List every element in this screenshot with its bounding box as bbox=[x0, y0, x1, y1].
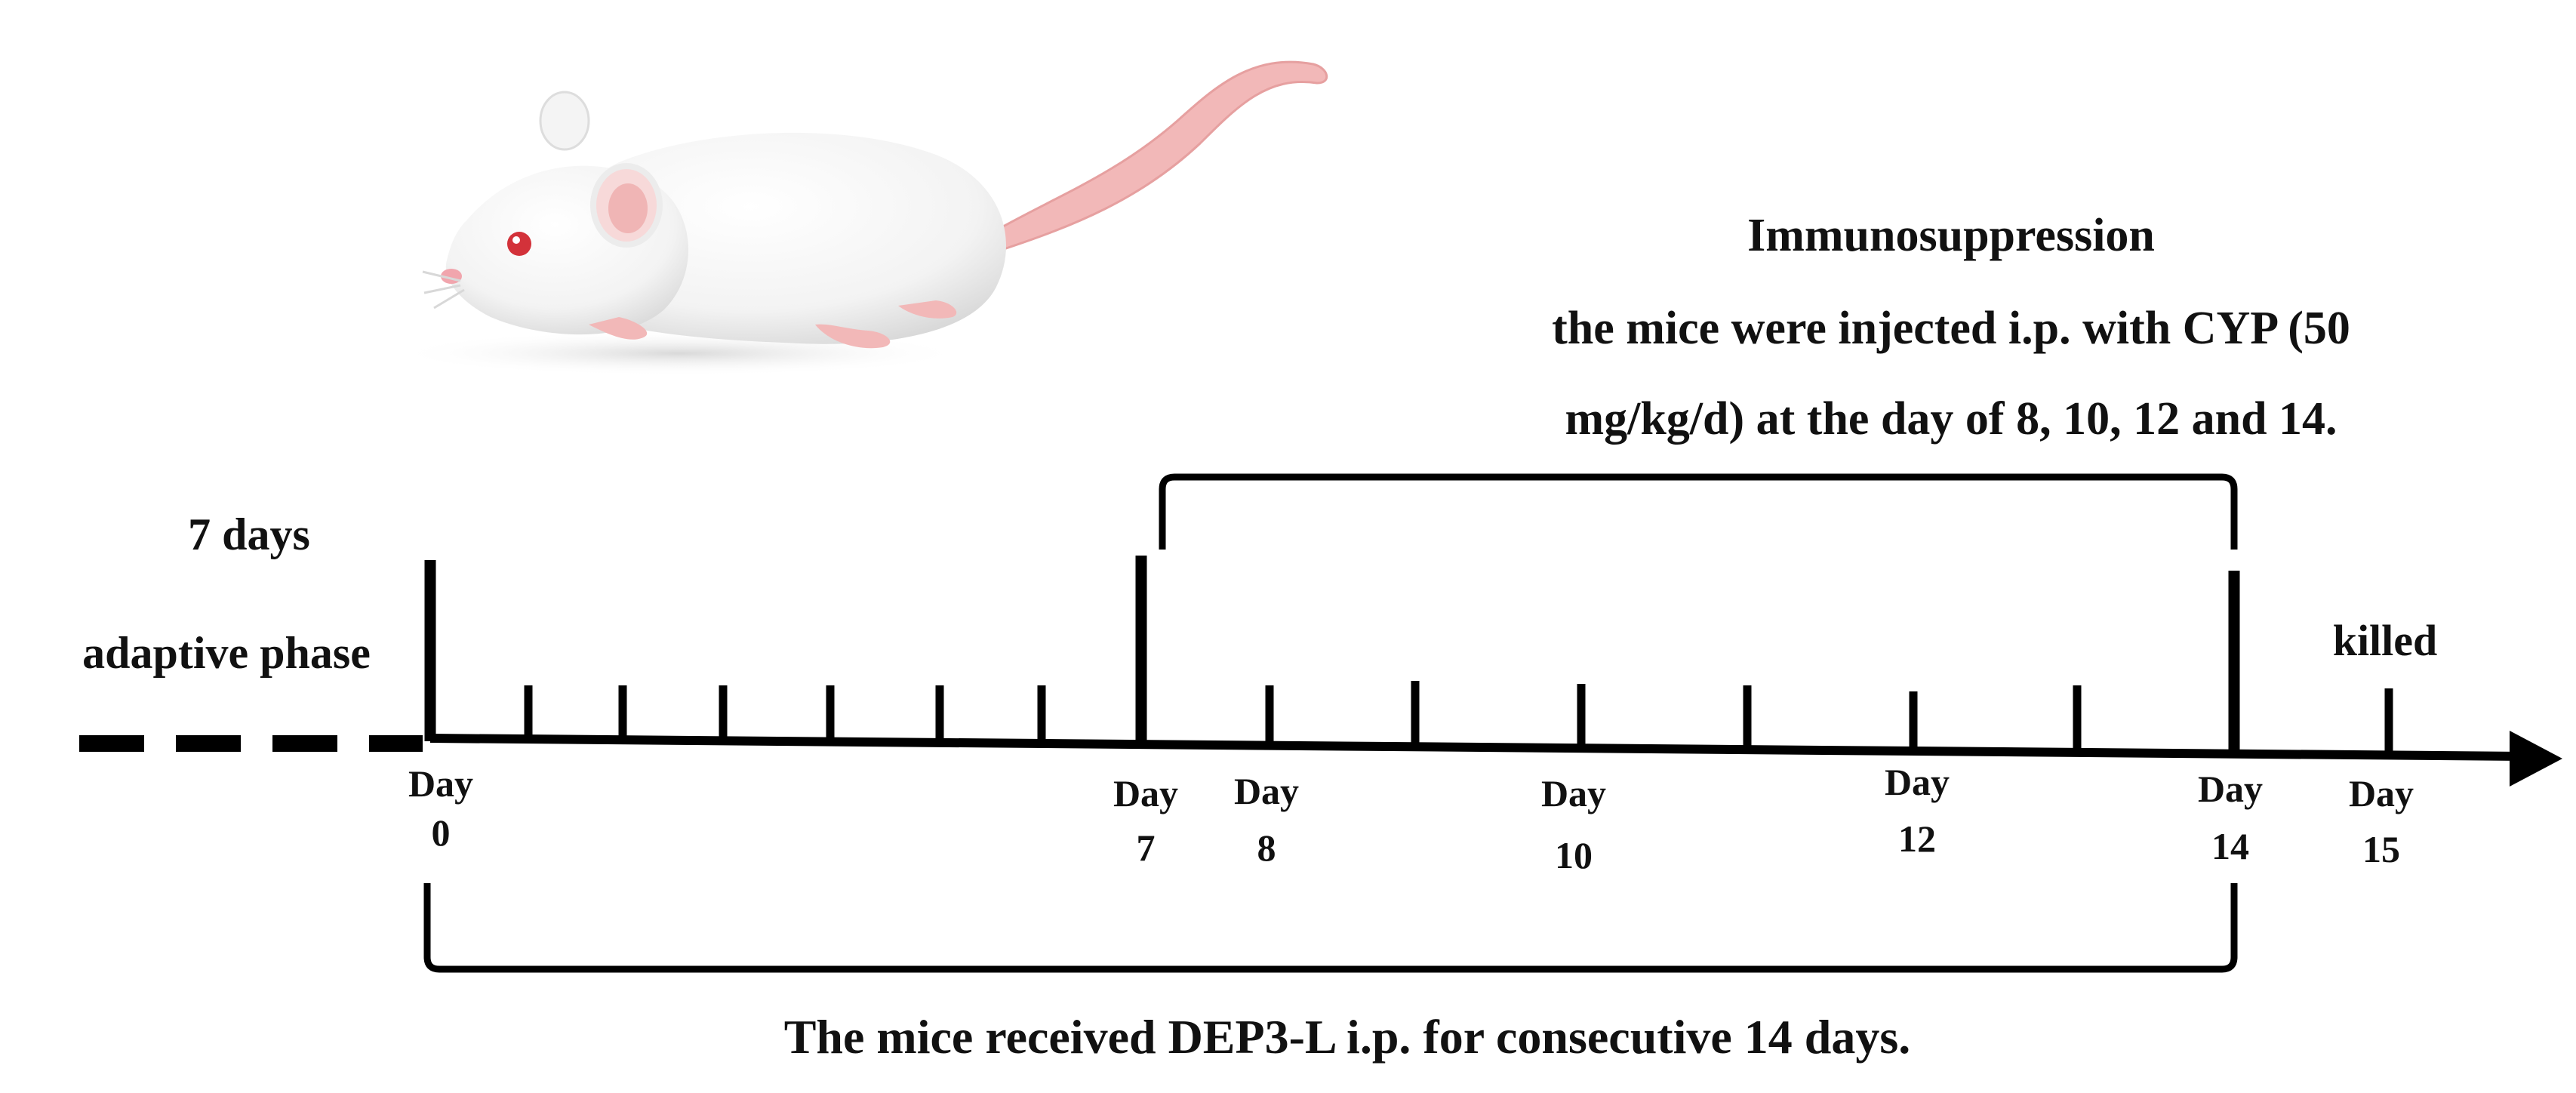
white-laboratory-mouse-icon bbox=[392, 60, 1328, 376]
svg-text:8: 8 bbox=[1257, 827, 1276, 869]
svg-text:0: 0 bbox=[432, 811, 451, 854]
svg-text:Day: Day bbox=[1541, 772, 1606, 814]
timeline-arrow-head bbox=[2510, 731, 2562, 787]
dep3l-treatment-text: The mice received DEP3-L i.p. for consec… bbox=[784, 1010, 1911, 1064]
svg-text:Day: Day bbox=[408, 762, 473, 805]
day-label-7: Day 7 bbox=[1113, 772, 1178, 869]
day-label-8: Day 8 bbox=[1234, 770, 1299, 869]
day-label-14: Day 14 bbox=[2198, 768, 2263, 867]
immunosuppression-title: Immunosuppression bbox=[1747, 210, 2155, 261]
adaptive-days-label: 7 days bbox=[188, 510, 310, 559]
svg-text:Day: Day bbox=[1885, 761, 1950, 803]
svg-text:14: 14 bbox=[2211, 825, 2249, 867]
svg-text:Day: Day bbox=[1234, 770, 1299, 812]
adaptive-phase-label: adaptive phase bbox=[82, 628, 371, 678]
cyp-injection-text-line1: the mice were injected i.p. with CYP (50 bbox=[1552, 303, 2350, 354]
killed-label: killed bbox=[2333, 616, 2438, 665]
svg-text:Day: Day bbox=[1113, 772, 1178, 814]
svg-text:Day: Day bbox=[2349, 772, 2414, 814]
day-label-12: Day 12 bbox=[1885, 761, 1950, 860]
cyp-period-bracket bbox=[1159, 473, 2238, 550]
day-label-15: Day 15 bbox=[2349, 772, 2414, 870]
svg-text:12: 12 bbox=[1898, 817, 1936, 860]
day-label-10: Day 10 bbox=[1541, 772, 1606, 876]
day-label-0: Day 0 bbox=[408, 762, 473, 854]
svg-text:10: 10 bbox=[1555, 834, 1593, 876]
dep3l-period-bracket bbox=[423, 883, 2238, 973]
svg-text:Day: Day bbox=[2198, 768, 2263, 810]
timeline-axis bbox=[429, 734, 2525, 761]
cyp-injection-text-line2: mg/kg/d) at the day of 8, 10, 12 and 14. bbox=[1565, 393, 2337, 445]
svg-text:7: 7 bbox=[1137, 827, 1156, 869]
svg-text:15: 15 bbox=[2362, 828, 2400, 870]
